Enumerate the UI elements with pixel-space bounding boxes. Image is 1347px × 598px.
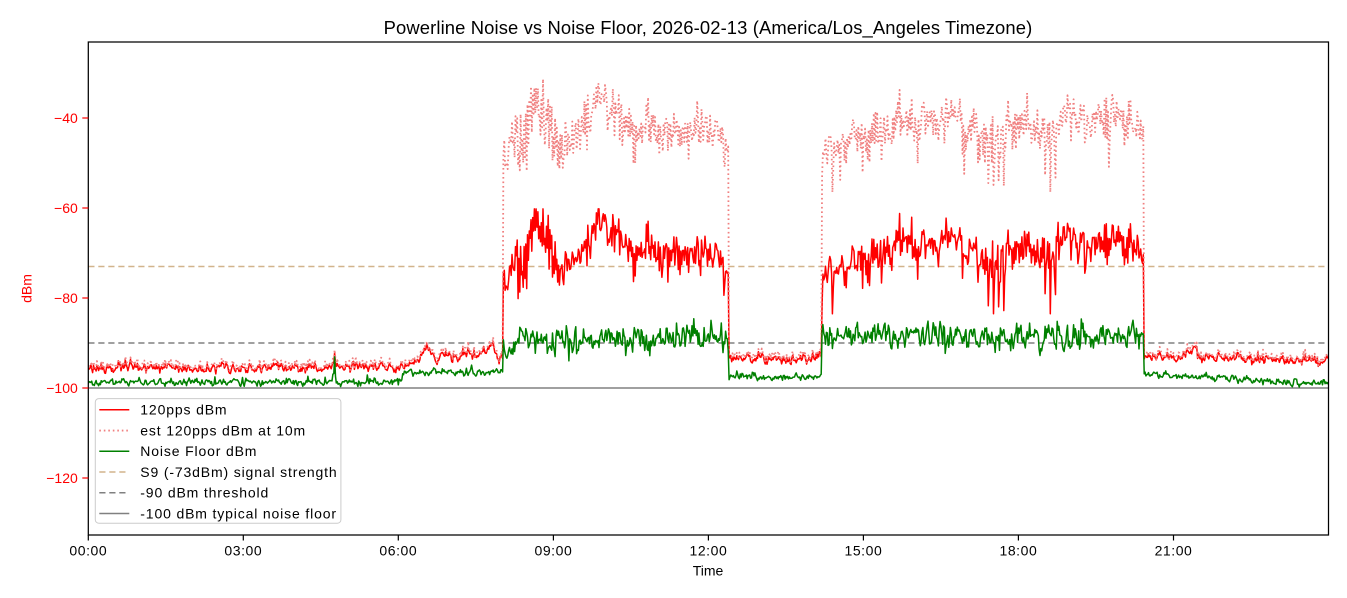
svg-text:18:00: 18:00	[1000, 543, 1038, 559]
svg-text:Time: Time	[693, 563, 724, 579]
svg-text:21:00: 21:00	[1155, 543, 1193, 559]
svg-text:−120: −120	[46, 470, 78, 486]
svg-text:09:00: 09:00	[535, 543, 573, 559]
svg-text:est 120pps dBm at 10m: est 120pps dBm at 10m	[140, 422, 306, 438]
svg-text:06:00: 06:00	[379, 543, 417, 559]
svg-text:S9 (-73dBm) signal strength: S9 (-73dBm) signal strength	[140, 464, 337, 480]
svg-text:-100 dBm typical noise floor: -100 dBm typical noise floor	[140, 505, 337, 521]
svg-text:−100: −100	[46, 380, 78, 396]
svg-text:-90 dBm threshold: -90 dBm threshold	[140, 485, 269, 501]
svg-text:15:00: 15:00	[845, 543, 883, 559]
svg-text:Noise Floor dBm: Noise Floor dBm	[140, 443, 257, 459]
svg-text:−60: −60	[54, 200, 78, 216]
svg-text:−40: −40	[54, 110, 78, 126]
svg-text:00:00: 00:00	[69, 543, 107, 559]
svg-text:120pps dBm: 120pps dBm	[140, 402, 227, 418]
svg-text:dBm: dBm	[19, 274, 35, 303]
svg-text:03:00: 03:00	[224, 543, 262, 559]
svg-text:−80: −80	[54, 290, 78, 306]
svg-text:Powerline Noise vs Noise Floor: Powerline Noise vs Noise Floor, 2026-02-…	[384, 17, 1033, 39]
svg-text:12:00: 12:00	[690, 543, 728, 559]
